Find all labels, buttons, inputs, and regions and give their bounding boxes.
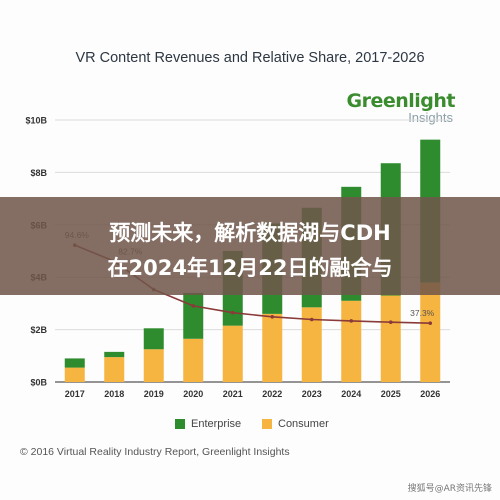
x-tick-label: 2021	[223, 389, 243, 399]
x-tick-label: 2020	[183, 389, 203, 399]
share-point	[309, 317, 314, 322]
x-tick-label: 2019	[144, 389, 164, 399]
share-data-label: 37.3%	[410, 308, 435, 318]
source-note: © 2016 Virtual Reality Industry Report, …	[20, 446, 290, 458]
x-tick-label: 2026	[420, 389, 440, 399]
x-tick-label: 2023	[302, 389, 322, 399]
share-point	[191, 304, 196, 308]
banner-title-line-1: 预测未来，解析数据湖与CDH	[109, 221, 391, 245]
watermark: 搜狐号@AR资讯先锋	[407, 484, 492, 494]
legend-label-consumer: Consumer	[278, 418, 329, 430]
bar-enterprise	[183, 292, 204, 339]
legend-label-enterprise: Enterprise	[191, 418, 242, 430]
bar-consumer	[104, 357, 125, 382]
bar-consumer	[301, 307, 322, 382]
bar-enterprise	[104, 351, 125, 358]
share-point	[388, 320, 393, 325]
legend-swatch-enterprise	[175, 419, 185, 429]
greenlight-logo-sub: Insights	[408, 110, 453, 125]
bar-consumer	[183, 338, 204, 382]
legend-item-consumer: Consumer	[262, 418, 329, 430]
bar-consumer	[64, 367, 85, 382]
greenlight-logo: Greenlight	[346, 90, 456, 112]
x-tick-label: 2025	[381, 389, 401, 399]
overlay-banner	[0, 197, 500, 295]
bar-consumer	[262, 313, 283, 382]
x-tick-label: 2017	[65, 389, 85, 399]
share-point	[230, 310, 235, 315]
chart-title: VR Content Revenues and Relative Share, …	[75, 50, 425, 66]
share-point	[349, 319, 354, 323]
x-tick-label: 2018	[104, 389, 124, 399]
y-tick-label: $2B	[30, 325, 47, 335]
y-tick-label: $0B	[30, 378, 47, 388]
bar-consumer	[420, 282, 441, 382]
bar-consumer	[380, 295, 401, 382]
bar-consumer	[143, 349, 164, 382]
legend-swatch-consumer	[262, 419, 272, 429]
y-tick-label: $10B	[25, 116, 47, 126]
banner-title-line-2: 在2024年12月22日的融合与	[107, 256, 393, 280]
x-tick-label: 2024	[341, 389, 361, 399]
share-point	[270, 314, 275, 319]
bar-consumer	[341, 300, 362, 382]
bar-enterprise	[64, 358, 85, 368]
y-tick-label: $8B	[30, 168, 47, 178]
bar-enterprise	[143, 328, 164, 350]
legend-item-enterprise: Enterprise	[175, 418, 241, 430]
bar-consumer	[222, 325, 243, 382]
share-point	[428, 321, 433, 325]
x-tick-label: 2022	[262, 389, 282, 399]
